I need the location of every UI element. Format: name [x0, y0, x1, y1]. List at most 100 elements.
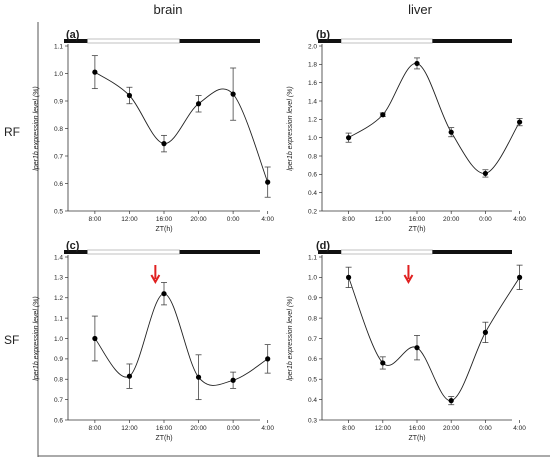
x-tick-label: 12:00 — [375, 216, 392, 223]
y-tick-label: 0.5 — [54, 208, 63, 215]
x-tick-label: 16:00 — [409, 216, 426, 223]
y-tick-label: 0.5 — [308, 377, 317, 384]
x-tick-label: 0:00 — [227, 425, 240, 432]
dark-period-bar — [64, 39, 88, 43]
x-tick-label: 16:00 — [156, 216, 173, 223]
data-point — [380, 360, 386, 366]
y-axis-label: lper1b expression level (%) — [33, 296, 40, 380]
data-point — [517, 274, 523, 280]
data-point — [448, 398, 454, 404]
y-tick-label: 1.4 — [54, 254, 63, 261]
x-axis-label: ZT(h) — [408, 435, 425, 442]
x-axis-label: ZT(h) — [155, 435, 172, 442]
data-point — [265, 179, 271, 185]
x-tick-label: 16:00 — [156, 425, 173, 432]
y-tick-label: 0.2 — [308, 208, 317, 215]
x-tick-label: 8:00 — [89, 425, 102, 432]
y-tick-label: 1.3 — [54, 275, 63, 282]
x-tick-label: 0:00 — [227, 216, 240, 223]
light-period-bar — [340, 249, 433, 255]
y-tick-label: 0.8 — [54, 377, 63, 384]
dark-period-bar — [318, 39, 342, 43]
x-tick-label: 20:00 — [190, 425, 207, 432]
dark-period-bar — [318, 250, 342, 254]
panel-a: (a) 0.5 0.6 0.7 0.8 0.9 1.0 1.1 8:00 12:00 16:00 20… — [33, 29, 274, 233]
data-point — [482, 329, 488, 335]
data-point — [448, 129, 454, 135]
x-axis-label: ZT(h) — [408, 226, 425, 233]
panel-label: (a) — [66, 29, 80, 41]
x-tick-label: 4:00 — [261, 216, 274, 223]
y-tick-label: 0.9 — [308, 295, 317, 302]
series-curve — [94, 293, 268, 386]
row-title-rf: RF — [4, 125, 20, 139]
dark-period-bar — [432, 39, 512, 43]
x-tick-label: 8:00 — [342, 425, 355, 432]
panel-b: (b) 0.2 0.4 0.6 0.8 1.0 1.2 1.4 1.6 1.8 2.0 8:00 12:… — [287, 29, 526, 233]
panel-label: (b) — [316, 29, 330, 41]
arrow-head — [150, 274, 161, 285]
light-period-bar — [340, 38, 433, 44]
x-tick-label: 8:00 — [89, 216, 102, 223]
y-tick-label: 1.1 — [54, 315, 63, 322]
data-point — [230, 377, 236, 383]
y-tick-label: 0.8 — [308, 315, 317, 322]
y-tick-label: 1.1 — [308, 254, 317, 261]
y-axis-label: lper1b expression level (%) — [287, 86, 294, 170]
data-point — [230, 91, 236, 97]
panel-d: (d) 0.3 0.4 0.5 0.6 0.7 0.8 0.9 1.0 1.1 8:00 12:00 1… — [287, 240, 526, 442]
series-curve — [94, 71, 269, 183]
y-tick-label: 0.9 — [54, 356, 63, 363]
y-tick-label: 0.6 — [54, 181, 63, 188]
y-tick-label: 0.4 — [308, 190, 317, 197]
x-tick-label: 4:00 — [513, 216, 526, 223]
row-title-sf: SF — [4, 333, 19, 347]
y-tick-label: 0.6 — [308, 172, 317, 179]
dark-period-bar — [179, 39, 260, 43]
series-curve — [348, 62, 520, 174]
x-tick-label: 16:00 — [409, 425, 426, 432]
y-tick-label: 1.8 — [308, 62, 317, 69]
dark-period-bar — [179, 250, 260, 254]
light-period-bar — [87, 38, 180, 44]
col-title-brain: brain — [154, 2, 183, 17]
y-tick-label: 0.7 — [54, 153, 63, 160]
data-point — [414, 345, 420, 351]
x-tick-label: 20:00 — [443, 216, 460, 223]
y-tick-label: 1.2 — [308, 117, 317, 124]
x-tick-label: 12:00 — [375, 425, 392, 432]
dark-period-bar — [64, 250, 88, 254]
data-point — [161, 291, 167, 297]
y-tick-label: 0.8 — [54, 126, 63, 133]
light-period-bar — [87, 249, 180, 255]
arrow-head — [403, 274, 414, 285]
arrow-down-icon — [150, 265, 161, 285]
data-point — [195, 374, 202, 380]
y-tick-label: 0.6 — [308, 356, 317, 363]
x-tick-label: 4:00 — [261, 425, 274, 432]
data-point — [92, 335, 98, 342]
x-tick-label: 20:00 — [443, 425, 460, 432]
data-point — [126, 373, 133, 379]
x-tick-label: 0:00 — [479, 216, 492, 223]
y-tick-label: 0.8 — [308, 153, 317, 160]
data-point — [414, 60, 420, 67]
data-point — [482, 170, 488, 177]
x-tick-label: 20:00 — [190, 216, 207, 223]
col-title-liver: liver — [408, 2, 433, 17]
y-tick-label: 1.0 — [54, 71, 63, 78]
y-tick-label: 1.0 — [308, 135, 317, 142]
y-tick-label: 1.4 — [308, 98, 317, 105]
x-tick-label: 4:00 — [513, 425, 526, 432]
data-point — [265, 356, 271, 362]
y-tick-label: 1.6 — [308, 80, 317, 87]
panel-c: (c) 0.6 0.7 0.8 0.9 1.0 1.1 1.2 1.3 1.4 8:00 12:00 1… — [33, 240, 274, 442]
y-tick-label: 1.0 — [308, 275, 317, 282]
data-point — [346, 135, 352, 141]
y-tick-label: 0.9 — [54, 98, 63, 105]
y-tick-label: 1.0 — [54, 336, 63, 343]
data-point — [195, 101, 202, 107]
x-tick-label: 12:00 — [121, 216, 138, 223]
x-tick-label: 12:00 — [121, 425, 138, 432]
